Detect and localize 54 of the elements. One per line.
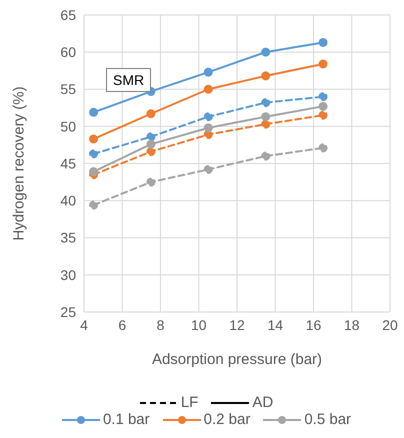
point [146,178,156,187]
point [261,120,270,129]
legend-label: LF [180,394,198,411]
point [204,123,213,132]
point [318,92,328,102]
point [204,130,213,140]
legend-label: 0.1 bar [102,411,150,428]
point [146,109,156,118]
x-tick-label: 20 [382,316,398,333]
point [146,132,156,142]
point [146,147,156,156]
point [318,38,328,47]
point [318,110,328,120]
point [204,164,213,174]
y-tick-label: 40 [60,192,76,209]
point [318,143,328,152]
point [318,60,328,69]
x-tick-label: 4 [80,316,88,333]
point [89,149,98,158]
point [261,48,270,57]
y-tick-label: 55 [60,81,76,98]
x-tick-label: 16 [306,316,322,333]
legend-label: 0.5 bar [303,411,352,428]
x-tick-label: 10 [190,316,207,333]
x-tick-label: 6 [118,316,126,333]
point [146,140,156,149]
point [204,68,213,77]
annotation: SMR [106,68,152,92]
x-tick-label: 18 [344,316,360,333]
y-tick-label: 65 [60,6,76,23]
x-tick-label: 8 [156,316,165,333]
y-tick-label: 60 [60,44,76,60]
point [204,84,213,94]
point [261,98,270,108]
point [318,102,328,111]
point [89,200,98,210]
y-tick-label: 30 [60,266,76,283]
y-axis-title: Hydrogen recovery (%) [10,86,28,241]
legend-label: 0.2 bar [202,411,250,428]
y-tick-label: 25 [60,304,76,320]
y-tick-label: 35 [60,230,76,246]
point [261,152,270,161]
point [89,167,98,176]
point [261,71,270,80]
legend-label: AD [251,394,274,411]
x-tick-label: 14 [267,316,284,333]
x-axis-title: Adsorption pressure (bar) [152,351,322,368]
point [89,108,98,117]
point [204,112,213,122]
point [89,134,98,144]
point [261,112,270,122]
y-tick-label: 45 [60,155,76,172]
x-tick-label: 12 [229,316,245,333]
y-tick-label: 50 [60,118,76,134]
